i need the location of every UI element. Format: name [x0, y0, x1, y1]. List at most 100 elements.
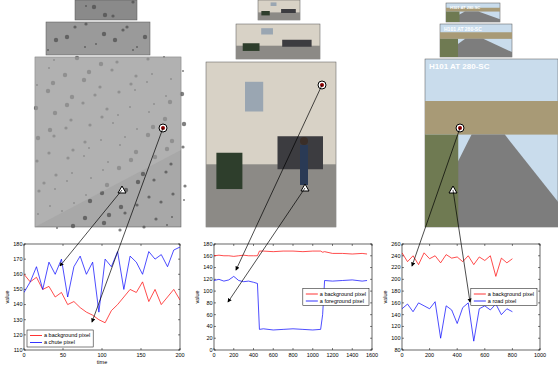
y-tick — [214, 314, 216, 315]
photo-speck — [131, 0, 134, 3]
photo-frame — [206, 62, 336, 227]
series-line — [402, 253, 512, 277]
photo-plant — [216, 153, 242, 189]
x-axis-label: time — [97, 359, 107, 365]
legend-swatch — [474, 301, 486, 302]
legend-box — [471, 289, 537, 306]
photo-caption: H101 AT 280-SC — [450, 5, 480, 10]
photo-speck — [103, 13, 107, 17]
x-tick-label: 0 — [212, 352, 215, 358]
x-tick-label: 1000 — [534, 352, 546, 358]
y-tick-label: 0 — [209, 347, 212, 353]
y-tick-right — [538, 302, 540, 303]
photo-speck — [102, 221, 106, 225]
y-tick-right — [538, 291, 540, 292]
photo-speck — [143, 35, 147, 39]
y-tick — [214, 350, 216, 351]
y-tick-right — [370, 291, 372, 292]
legend: a background pixela chute pixel — [27, 330, 93, 347]
legend: a background pixela road pixel — [471, 289, 537, 306]
y-tick — [24, 350, 26, 351]
x-tick — [63, 348, 64, 350]
photo-frame — [35, 57, 181, 227]
photo-chute-frame-1 — [75, 0, 137, 20]
photo-speck — [125, 25, 128, 28]
photo-plant — [243, 43, 260, 51]
photo-speck — [54, 38, 58, 42]
photo-cabinet — [282, 40, 311, 47]
photo-speck — [132, 49, 134, 51]
photo-person — [300, 145, 308, 185]
x-tick-top — [102, 244, 103, 246]
y-tick-right — [538, 255, 540, 256]
x-tick — [293, 348, 294, 350]
x-tick-label: 1400 — [346, 352, 358, 358]
legend-label: a chute pixel — [44, 339, 75, 345]
photo-speck — [182, 70, 184, 72]
x-tick-label: 1200 — [326, 352, 338, 358]
legend-label: a foreground pixel — [320, 298, 364, 304]
x-tick-label: 0 — [400, 352, 403, 358]
legend: a background pixela foreground pixel — [303, 289, 369, 306]
x-tick-label: 400 — [453, 352, 462, 358]
photo-speck — [152, 178, 155, 181]
x-tick-top — [293, 244, 294, 246]
x-tick — [312, 348, 313, 350]
y-tick — [214, 326, 216, 327]
x-tick-top — [63, 244, 64, 246]
y-tick — [402, 338, 404, 339]
y-tick-right — [538, 244, 540, 245]
y-tick — [24, 244, 26, 245]
y-tick-right — [370, 314, 372, 315]
x-tick — [180, 348, 181, 350]
x-tick-label: 200 — [229, 352, 238, 358]
y-tick — [402, 350, 404, 351]
x-tick — [141, 348, 142, 350]
photo-speck — [147, 195, 150, 198]
photo-highway-frame-1: H101 AT 280-SC — [446, 3, 500, 22]
photo-speck — [83, 216, 87, 220]
y-tick-label: 20 — [206, 335, 212, 341]
pointer-arrow — [236, 85, 322, 270]
y-tick — [214, 291, 216, 292]
x-tick — [484, 348, 485, 350]
photo-speck — [136, 46, 138, 48]
x-tick-top — [24, 244, 25, 246]
x-tick-label: 1000 — [307, 352, 319, 358]
x-tick — [352, 348, 353, 350]
x-tick-top — [402, 244, 403, 246]
photo-speck — [159, 200, 162, 203]
legend-box — [27, 330, 93, 347]
pointer-arrow — [228, 188, 305, 302]
pixel-triangle — [118, 186, 126, 193]
photo-hills — [425, 101, 558, 135]
x-tick-top — [540, 244, 541, 246]
photo-speck — [123, 211, 126, 214]
y-axis-label: value — [382, 290, 388, 303]
plot-frame — [402, 244, 540, 350]
y-tick-label: 140 — [13, 301, 22, 307]
photo-speck — [171, 192, 174, 195]
y-tick-label: 160 — [203, 253, 212, 259]
photo-speck — [73, 25, 76, 28]
x-tick-label: 200 — [425, 352, 434, 358]
photo-person-head — [300, 137, 308, 145]
series-line — [24, 274, 180, 322]
y-tick-right — [538, 314, 540, 315]
photo-frame — [236, 24, 320, 59]
photo-grass — [440, 39, 458, 57]
x-tick-label: 400 — [249, 352, 258, 358]
y-tick — [402, 279, 404, 280]
photo-speck — [92, 5, 96, 9]
y-tick-label: 160 — [391, 300, 400, 306]
y-tick-label: 40 — [206, 323, 212, 329]
y-tick-label: 180 — [391, 288, 400, 294]
photo-caption: H101 AT 280-SC — [429, 62, 490, 71]
x-tick-label: 0 — [22, 352, 25, 358]
y-tick — [214, 338, 216, 339]
x-tick — [102, 348, 103, 350]
x-tick-label: 800 — [508, 352, 517, 358]
y-tick-label: 180 — [203, 241, 212, 247]
photo-speck — [171, 216, 173, 218]
y-tick-label: 240 — [391, 253, 400, 259]
